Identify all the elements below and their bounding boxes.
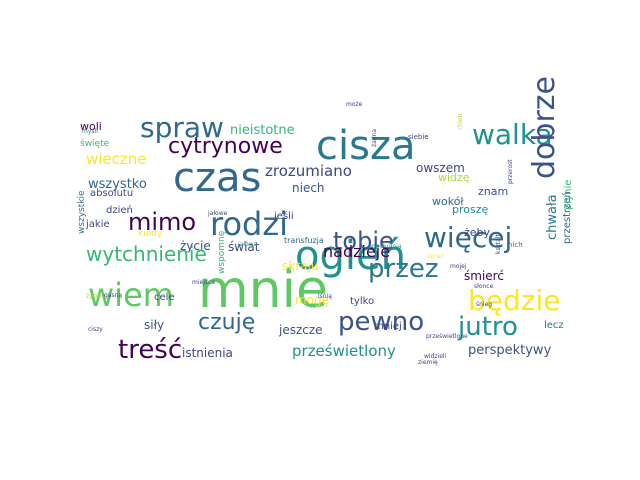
cloud-word: niech bbox=[292, 181, 325, 195]
cloud-word: prześwietlone bbox=[426, 333, 468, 340]
cloud-word: jałowa bbox=[238, 241, 258, 248]
cloud-word: transfuzja bbox=[284, 236, 324, 245]
cloud-word: znam bbox=[478, 185, 509, 198]
word-cloud: mnie ogień cisza czas rodzi wiem walka więcej sp… bbox=[77, 76, 580, 370]
cloud-word: kształt bbox=[495, 234, 502, 254]
cloud-word: mniej bbox=[374, 321, 402, 332]
cloud-word: wspomnę bbox=[217, 230, 227, 274]
cloud-word: siły bbox=[144, 318, 165, 332]
cloud-word: zrozumiano bbox=[265, 162, 352, 180]
cloud-word: mojej bbox=[450, 263, 467, 270]
cloud-word: wszystko bbox=[88, 177, 147, 192]
cloud-word: może bbox=[346, 101, 363, 108]
cloud-word: widzieli bbox=[424, 353, 447, 360]
cloud-word: popołudnia bbox=[368, 243, 402, 250]
cloud-word: przerost bbox=[507, 159, 514, 184]
cloud-word: jałowe bbox=[208, 210, 228, 217]
cloud-word: miejsca bbox=[192, 279, 215, 286]
cloud-word: owszem bbox=[416, 161, 465, 175]
cloud-word: wieczne bbox=[86, 150, 147, 168]
cloud-word: ogień bbox=[295, 233, 406, 279]
cloud-word: proszę bbox=[452, 203, 489, 216]
cloud-word: lecz bbox=[544, 320, 564, 331]
cloud-word: jeszcze bbox=[279, 323, 323, 337]
cloud-word: istnienia bbox=[182, 346, 233, 360]
cloud-word: pewno bbox=[338, 307, 425, 337]
cloud-word: prześwietlony bbox=[292, 342, 396, 360]
cloud-word: święte bbox=[80, 139, 110, 149]
cloud-word: jakie bbox=[86, 219, 110, 230]
cloud-word: cytrynowe bbox=[168, 134, 283, 159]
cloud-word: cisza bbox=[316, 123, 416, 169]
cloud-word: przez bbox=[368, 254, 439, 284]
cloud-word: spraw bbox=[140, 111, 224, 144]
cloud-word: myśli bbox=[82, 128, 98, 135]
cloud-word: chleb bbox=[457, 113, 464, 130]
cloud-word: życie bbox=[180, 239, 211, 253]
cloud-word: woli bbox=[80, 120, 102, 133]
cloud-word: wytchnienie bbox=[86, 242, 207, 266]
cloud-word: nich bbox=[508, 241, 523, 249]
cloud-word: siebie bbox=[408, 133, 429, 141]
cloud-word: nadzieje bbox=[323, 242, 391, 261]
cloud-word: dzień bbox=[106, 205, 133, 216]
cloud-word: ciszy bbox=[88, 326, 103, 333]
cloud-word: teraz bbox=[428, 253, 444, 260]
cloud-word: słonce bbox=[474, 283, 494, 290]
cloud-word: żadna bbox=[371, 128, 378, 147]
cloud-word: śmierć bbox=[464, 269, 504, 283]
cloud-word: treść bbox=[118, 335, 183, 365]
cloud-word: walka bbox=[472, 118, 553, 151]
cloud-word: jeśli bbox=[274, 211, 294, 222]
cloud-word: świat bbox=[228, 240, 260, 254]
cloud-word: perspektywy bbox=[468, 343, 552, 358]
cloud-word: gasną bbox=[104, 292, 123, 299]
cloud-word: wokół bbox=[432, 195, 464, 208]
cloud-word: skraju bbox=[282, 259, 319, 273]
cloud-word: tylko bbox=[350, 296, 375, 307]
cloud-word: żeby bbox=[464, 226, 491, 239]
cloud-word: mnie bbox=[198, 260, 329, 320]
cloud-word: ziemię bbox=[418, 359, 438, 366]
cloud-word: śnieg bbox=[476, 301, 493, 308]
cloud-word: dobrze bbox=[527, 76, 562, 179]
cloud-word: chwała bbox=[545, 194, 560, 240]
cloud-word: widzę bbox=[438, 171, 470, 184]
cloud-word: rodzi bbox=[210, 205, 289, 243]
cloud-word: mimo bbox=[128, 208, 197, 236]
cloud-word: cele bbox=[154, 292, 175, 303]
cloud-word: wiem bbox=[88, 276, 174, 314]
cloud-word: więcej bbox=[424, 221, 513, 254]
cloud-word: życia bbox=[86, 293, 102, 300]
cloud-word: tobie bbox=[333, 227, 394, 255]
cloud-word: wszystkie bbox=[77, 190, 87, 234]
cloud-word: lśnią bbox=[318, 293, 332, 300]
cloud-word: czuję bbox=[198, 310, 256, 335]
cloud-word: nieistotne bbox=[230, 123, 295, 138]
cloud-word: czas bbox=[173, 155, 262, 201]
cloud-word: mogę bbox=[295, 293, 330, 307]
cloud-word: absolutu bbox=[90, 188, 134, 199]
cloud-word: płynie bbox=[563, 179, 574, 210]
cloud-word: będzie bbox=[468, 284, 561, 317]
cloud-word: jutro bbox=[458, 312, 518, 342]
cloud-word: kiedy bbox=[138, 229, 163, 239]
